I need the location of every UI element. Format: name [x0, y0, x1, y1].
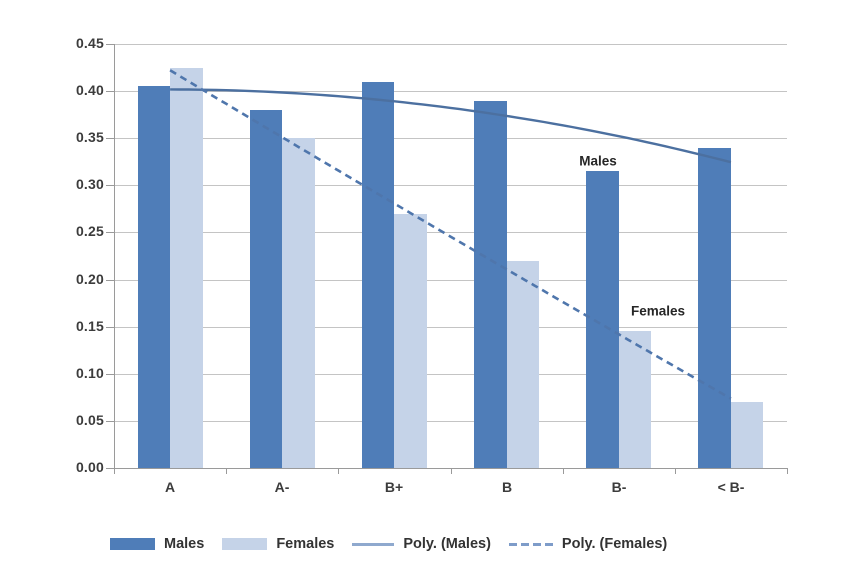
annotation-males: Males	[579, 153, 617, 169]
y-axis-label: 0.10	[75, 365, 104, 381]
y-axis-label: 0.00	[75, 459, 104, 475]
y-axis-label: 0.20	[75, 271, 104, 287]
y-axis-label: 0.25	[75, 223, 104, 239]
bar-females-B-	[618, 331, 652, 468]
males-swatch-icon	[110, 538, 155, 550]
x-axis-label: < B-	[717, 479, 745, 495]
legend: Males Females Poly. (Males) Poly. (Females)	[110, 536, 685, 552]
bar-females-< B-	[730, 402, 764, 468]
y-axis-label: 0.35	[75, 129, 104, 145]
females-swatch-icon	[222, 538, 268, 550]
gridline	[114, 138, 787, 139]
y-tick	[106, 138, 114, 139]
gridline	[114, 44, 787, 45]
legend-label: Poly. (Females)	[561, 536, 668, 552]
y-axis-label: 0.40	[75, 82, 104, 98]
legend-item-poly---males-: Poly. (Males)	[352, 536, 491, 552]
y-tick	[106, 91, 114, 92]
x-axis-label: B+	[384, 479, 404, 495]
x-axis-label: A	[164, 479, 176, 495]
y-tick	[106, 421, 114, 422]
bar-males-< B-	[698, 147, 731, 468]
x-axis-label: A-	[274, 479, 290, 495]
legend-item-females: Females	[222, 536, 334, 552]
bar-females-B	[506, 260, 540, 468]
y-tick	[106, 185, 114, 186]
y-tick	[106, 327, 114, 328]
x-axis-label: B	[501, 479, 513, 495]
gridline	[114, 374, 787, 375]
bar-females-A-	[282, 138, 315, 468]
bar-males-B-	[586, 171, 619, 468]
bar-females-B+	[394, 213, 427, 468]
bar-males-A	[137, 86, 171, 468]
x-tick	[226, 468, 227, 474]
y-tick	[106, 468, 114, 469]
y-axis-label: 0.05	[75, 412, 104, 428]
gridline	[114, 232, 787, 233]
x-tick	[451, 468, 452, 474]
bar-males-B	[474, 100, 507, 468]
legend-label: Poly. (Males)	[403, 536, 491, 552]
y-tick	[106, 232, 114, 233]
bar-males-A-	[249, 109, 283, 468]
gridline	[114, 91, 787, 92]
legend-label: Females	[276, 536, 335, 552]
x-tick	[114, 468, 115, 474]
legend-item-males: Males	[110, 536, 204, 552]
y-tick	[106, 280, 114, 281]
y-axis-label: 0.15	[75, 318, 104, 334]
gridline	[114, 185, 787, 186]
gridline	[114, 280, 787, 281]
y-axis-label: 0.45	[75, 35, 104, 51]
x-tick	[675, 468, 676, 474]
x-axis-label: B-	[611, 479, 627, 495]
dashed-line-swatch-icon	[508, 542, 553, 546]
gridline	[114, 327, 787, 328]
y-tick	[106, 374, 114, 375]
bar-males-B+	[361, 81, 395, 468]
annotation-females: Females	[630, 303, 686, 319]
bar-females-A	[170, 67, 203, 468]
x-tick	[787, 468, 788, 474]
legend-item-poly---females-: Poly. (Females)	[508, 536, 668, 552]
y-axis-line	[114, 44, 115, 468]
y-tick	[106, 44, 114, 45]
x-tick	[338, 468, 339, 474]
solid-line-swatch-icon	[352, 542, 395, 546]
gridline	[114, 421, 787, 422]
y-axis-label: 0.30	[75, 176, 104, 192]
legend-label: Males	[164, 536, 205, 552]
x-tick	[563, 468, 564, 474]
